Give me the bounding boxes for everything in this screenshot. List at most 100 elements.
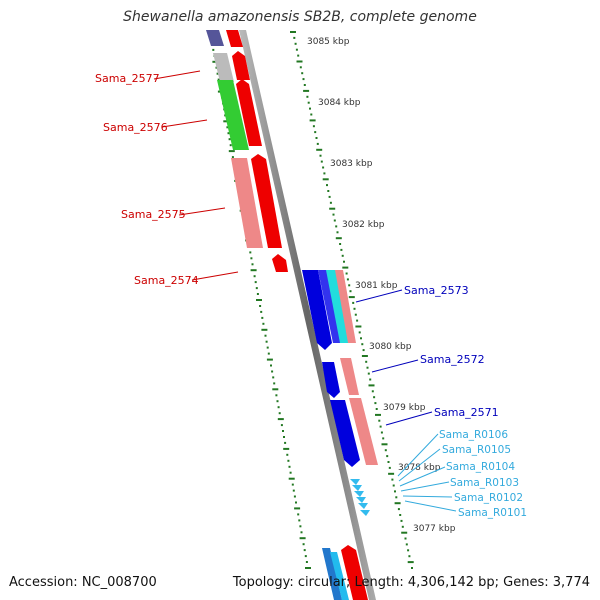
minor-tick [349,290,352,293]
minor-tick [397,508,400,511]
label-leader-line [178,207,226,216]
rna-arrow[interactable] [356,497,366,503]
scale-label: 3083 kbp [330,159,373,169]
major-tick [283,447,290,450]
minor-tick [289,471,292,474]
minor-tick [411,567,413,569]
minor-tick [259,305,262,307]
major-tick [223,120,230,123]
scale-label: 3077 kbp [413,524,456,534]
gene-label[interactable]: Sama_2573 [404,284,469,297]
rna-arrow[interactable] [354,491,364,497]
gene-label[interactable]: Sama_R0106 [439,429,508,441]
red-cds-arrow[interactable] [251,154,282,248]
pink-feature[interactable] [231,158,263,248]
pink-feature[interactable] [349,398,378,465]
gene-label[interactable]: Sama_R0105 [442,444,511,456]
pink-feature[interactable] [340,358,359,395]
minor-tick [297,54,300,57]
gene-label[interactable]: Sama_R0101 [458,507,527,519]
rna-arrow[interactable] [360,510,370,516]
minor-tick [227,132,230,135]
major-tick [305,567,311,569]
minor-tick [264,334,267,337]
gene-label[interactable]: Sama_2575 [121,208,186,221]
scale-label: 3081 kbp [355,281,398,291]
minor-tick [352,301,355,304]
minor-tick [315,137,318,139]
blue-cds[interactable] [322,548,342,600]
gene-label[interactable]: Sama_2574 [134,274,199,287]
rna-arrow[interactable] [358,503,368,509]
major-tick [316,148,323,151]
minor-tick [340,248,343,251]
minor-tick [295,501,297,504]
gene-label[interactable]: Sama_2576 [103,121,168,134]
minor-tick [382,437,385,440]
gene-label[interactable]: Sama_2577 [95,72,160,85]
gene-label[interactable]: Sama_R0102 [454,492,523,504]
label-leader-line [161,119,208,128]
minor-tick [228,138,231,141]
gene-label[interactable]: Sama_R0103 [450,477,519,489]
gene-label[interactable]: Sama_2571 [434,406,499,419]
major-tick [407,561,414,564]
rna-arrow[interactable] [350,479,360,485]
pink-feature[interactable] [335,270,356,343]
scale-labels: 3085 kbp 3084 kbp 3083 kbp 3082 kbp 3081… [307,37,456,534]
gray-feature[interactable] [213,53,234,82]
minor-tick [327,190,330,192]
minor-tick [283,436,285,438]
cyan-feature[interactable] [330,552,349,600]
gene-label[interactable]: Sama_R0104 [446,461,515,473]
minor-tick [379,425,382,428]
blue-cds-arrow[interactable] [322,362,340,398]
blue-cds-arrow[interactable] [330,400,360,467]
minor-tick [356,319,359,322]
gene-label[interactable]: Sama_2572 [420,353,485,366]
minor-tick [405,543,408,546]
label-leader-line [402,495,453,498]
minor-tick [408,555,411,558]
major-tick [228,150,235,153]
minor-tick [217,78,220,81]
accession-text: Accession: NC_008700 [9,575,157,590]
minor-tick [407,549,410,552]
minor-tick [284,441,287,444]
minor-tick [316,142,319,145]
minor-tick [278,412,281,415]
map-title: Shewanella amazonensis SB2B, complete ge… [123,9,477,25]
red-cds-arrow[interactable] [272,254,288,272]
minor-tick [267,352,270,355]
minor-tick [275,394,278,397]
genome-backbone [239,30,376,600]
purple-feature[interactable] [206,30,224,46]
minor-tick [250,257,253,260]
minor-tick [254,281,257,284]
red-cds-arrow[interactable] [341,545,368,600]
minor-tick [297,513,300,516]
blue-cds-arrow[interactable] [302,270,332,350]
minor-tick [353,307,356,310]
minor-tick [401,525,404,528]
label-leader-line [191,271,239,281]
green-feature[interactable] [217,80,249,150]
red-cds[interactable] [226,30,243,47]
minor-tick [380,431,383,434]
minor-tick [253,275,256,278]
minor-tick [288,465,291,468]
minor-tick [395,496,398,499]
minor-tick [309,107,311,110]
scale-label: 3078 kbp [398,463,441,473]
minor-tick [294,42,297,45]
minor-tick [286,453,289,456]
minor-tick [319,154,322,157]
red-cds-arrow[interactable] [236,79,262,146]
rna-arrow[interactable] [352,485,362,491]
minor-tick [231,156,234,159]
minor-tick [215,66,218,69]
minor-tick [295,48,298,51]
red-cds-arrow[interactable] [232,51,250,80]
major-tick [329,207,336,210]
